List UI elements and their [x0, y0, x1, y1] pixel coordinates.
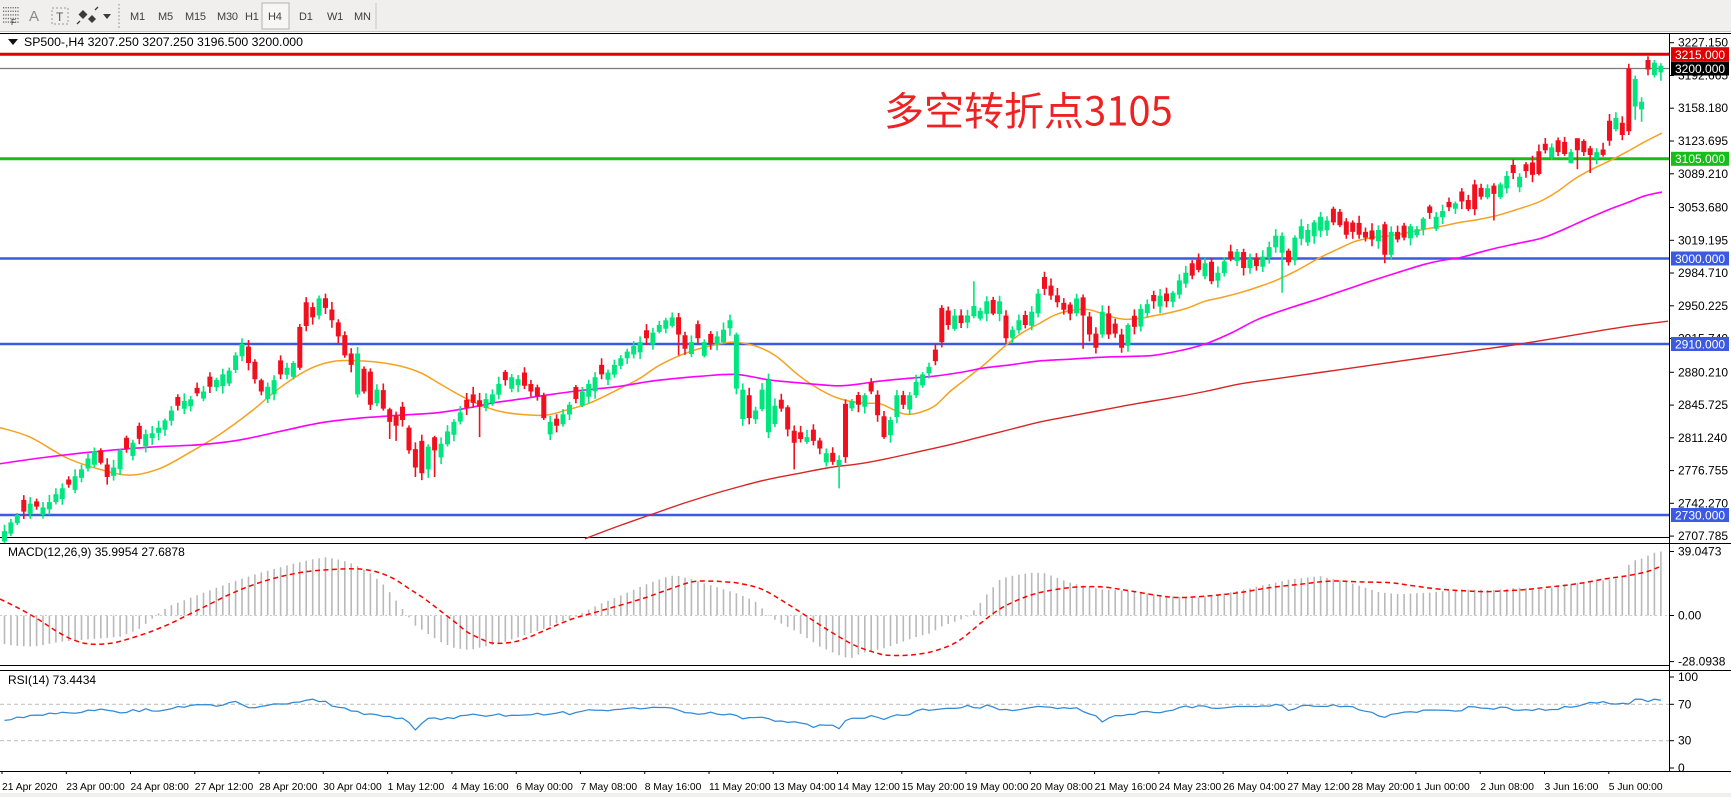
svg-text:M30: M30	[217, 11, 238, 23]
svg-text:3089.210: 3089.210	[1678, 167, 1728, 181]
svg-text:H4: H4	[268, 11, 282, 23]
svg-text:6 May 00:00: 6 May 00:00	[516, 782, 573, 793]
svg-text:3158.180: 3158.180	[1678, 101, 1728, 115]
svg-text:30 Apr 04:00: 30 Apr 04:00	[323, 782, 382, 793]
svg-text:21 Apr 2020: 21 Apr 2020	[2, 782, 58, 793]
svg-text:11 May 20:00: 11 May 20:00	[709, 782, 771, 793]
svg-text:13 May 04:00: 13 May 04:00	[773, 782, 836, 793]
svg-text:24 Apr 08:00: 24 Apr 08:00	[131, 782, 190, 793]
svg-text:RSI(14) 73.4434: RSI(14) 73.4434	[8, 673, 96, 687]
svg-text:2730.000: 2730.000	[1675, 509, 1725, 523]
svg-text:SP500-,H4 3207.250 3207.250 3: SP500-,H4 3207.250 3207.250 3196.500 320…	[24, 35, 303, 49]
svg-text:21 May 16:00: 21 May 16:00	[1095, 782, 1158, 793]
svg-text:70: 70	[1678, 697, 1692, 711]
svg-text:0.00: 0.00	[1678, 609, 1702, 623]
svg-text:2776.755: 2776.755	[1678, 464, 1728, 478]
svg-text:3123.695: 3123.695	[1678, 134, 1728, 148]
svg-text:M15: M15	[185, 11, 206, 23]
svg-text:8 May 16:00: 8 May 16:00	[645, 782, 702, 793]
svg-text:24 May 23:00: 24 May 23:00	[1159, 782, 1222, 793]
svg-text:2 Jun 08:00: 2 Jun 08:00	[1480, 782, 1534, 793]
svg-text:28 Apr 20:00: 28 Apr 20:00	[259, 782, 318, 793]
svg-text:100: 100	[1678, 670, 1698, 684]
svg-text:MN: MN	[354, 11, 371, 23]
svg-text:3 Jun 16:00: 3 Jun 16:00	[1545, 782, 1599, 793]
svg-text:2880.210: 2880.210	[1678, 365, 1728, 379]
svg-text:2845.725: 2845.725	[1678, 398, 1728, 412]
svg-text:M5: M5	[158, 11, 173, 23]
svg-text:M1: M1	[130, 11, 145, 23]
svg-text:2984.710: 2984.710	[1678, 266, 1728, 280]
svg-text:-28.0938: -28.0938	[1678, 655, 1726, 669]
svg-text:4 May 16:00: 4 May 16:00	[452, 782, 509, 793]
svg-text:3200.000: 3200.000	[1675, 62, 1725, 76]
svg-text:28 May 20:00: 28 May 20:00	[1352, 782, 1415, 793]
svg-text:39.0473: 39.0473	[1678, 545, 1722, 559]
svg-text:0: 0	[1678, 761, 1685, 775]
svg-text:7 May 08:00: 7 May 08:00	[580, 782, 637, 793]
svg-text:2910.000: 2910.000	[1675, 338, 1725, 352]
svg-text:3105.000: 3105.000	[1675, 152, 1725, 166]
svg-text:27 May 12:00: 27 May 12:00	[1287, 782, 1350, 793]
svg-text:2707.785: 2707.785	[1678, 529, 1728, 543]
svg-text:2950.225: 2950.225	[1678, 299, 1728, 313]
svg-text:D1: D1	[299, 11, 313, 23]
svg-text:2742.270: 2742.270	[1678, 496, 1728, 510]
svg-text:3000.000: 3000.000	[1675, 252, 1725, 266]
svg-text:30: 30	[1678, 734, 1692, 748]
svg-text:H1: H1	[245, 11, 259, 23]
svg-text:15 May 20:00: 15 May 20:00	[902, 782, 965, 793]
svg-text:14 May 12:00: 14 May 12:00	[838, 782, 901, 793]
svg-text:3053.680: 3053.680	[1678, 201, 1728, 215]
svg-text:T: T	[56, 10, 64, 24]
svg-text:A: A	[29, 8, 39, 25]
svg-text:3215.000: 3215.000	[1675, 48, 1725, 62]
svg-text:3019.195: 3019.195	[1678, 233, 1728, 247]
svg-text:1 Jun 00:00: 1 Jun 00:00	[1416, 782, 1470, 793]
svg-text:19 May 00:00: 19 May 00:00	[966, 782, 1029, 793]
svg-text:MACD(12,26,9) 35.9954 27.6878: MACD(12,26,9) 35.9954 27.6878	[8, 545, 185, 559]
svg-text:3227.150: 3227.150	[1678, 36, 1728, 50]
svg-text:F: F	[11, 18, 16, 27]
svg-text:2811.240: 2811.240	[1678, 431, 1727, 445]
svg-text:1 May 12:00: 1 May 12:00	[388, 782, 445, 793]
svg-text:20 May 08:00: 20 May 08:00	[1030, 782, 1093, 793]
svg-text:27 Apr 12:00: 27 Apr 12:00	[195, 782, 254, 793]
svg-text:23 Apr 00:00: 23 Apr 00:00	[66, 782, 125, 793]
svg-text:5 Jun 00:00: 5 Jun 00:00	[1609, 782, 1663, 793]
svg-text:W1: W1	[327, 11, 343, 23]
svg-text:26 May 04:00: 26 May 04:00	[1223, 782, 1286, 793]
